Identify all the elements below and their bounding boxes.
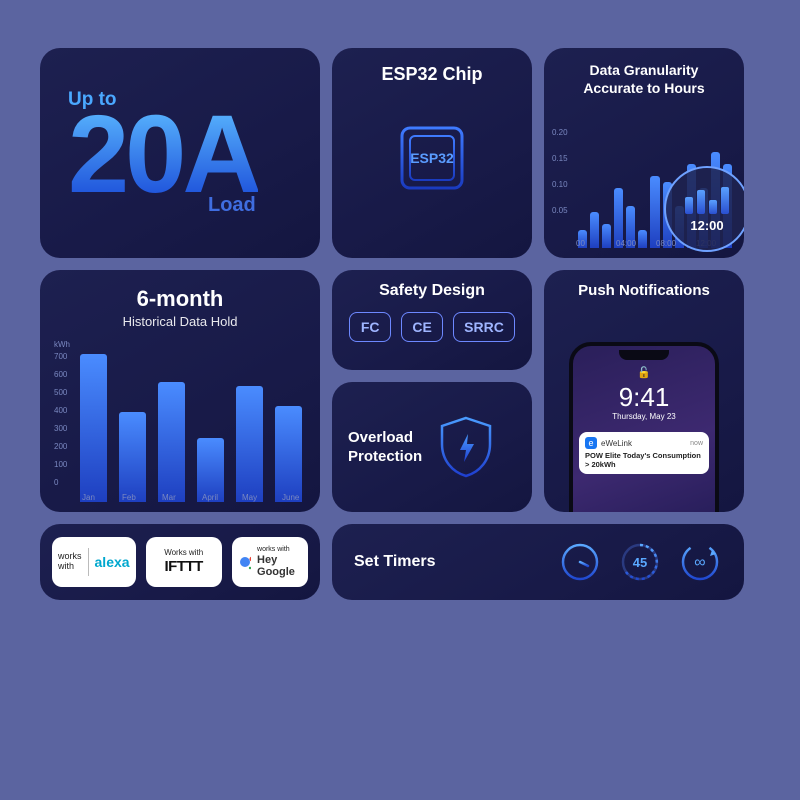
- gran-magnifier: 12:00: [664, 166, 744, 252]
- load-label: Load: [208, 194, 304, 217]
- gran-title: Data GranularityAccurate to Hours: [560, 62, 728, 97]
- phone-date: Thursday, May 23: [573, 412, 715, 421]
- lock-icon: 🔓: [637, 366, 651, 379]
- cert-ce: CE: [401, 312, 443, 342]
- ewelink-icon: e: [585, 437, 597, 449]
- chip-icon: ESP32: [348, 103, 516, 213]
- phone-clock: 9:41: [573, 382, 715, 413]
- google-assistant-icon: [238, 553, 251, 571]
- cert-row: FC CE SRRC: [342, 312, 522, 342]
- notif-when: now: [690, 440, 703, 447]
- hist-title: 6-month: [60, 286, 300, 312]
- card-granularity: Data GranularityAccurate to Hours 0.200.…: [544, 48, 744, 258]
- card-load: Up to 20A Load: [40, 48, 320, 258]
- safety-title: Safety Design: [342, 282, 522, 300]
- esp-title: ESP32 Chip: [348, 64, 516, 85]
- svg-text:45: 45: [633, 555, 647, 570]
- card-history: 6-month Historical Data Hold kWh 7006005…: [40, 270, 320, 512]
- push-title: Push Notifications: [554, 282, 734, 299]
- alexa-logo: alexa: [95, 554, 130, 570]
- hist-y-unit: kWh: [54, 340, 70, 349]
- notif-app: eWeLink: [601, 439, 632, 448]
- card-push: Push Notifications 🔓 9:41 Thursday, May …: [544, 270, 744, 512]
- mag-time: 12:00: [690, 218, 723, 233]
- cert-fc: FC: [349, 312, 391, 342]
- hist-subtitle: Historical Data Hold: [60, 314, 300, 329]
- hist-chart: kWh 7006005004003002001000 JanFebMarApri…: [54, 352, 306, 502]
- shield-icon: [436, 414, 496, 480]
- svg-text:ESP32: ESP32: [410, 150, 454, 166]
- badge-alexa: works with alexa: [52, 537, 136, 587]
- card-overload: OverloadProtection: [332, 382, 532, 512]
- badge-ifttt: Works with IFTTT: [146, 537, 222, 587]
- card-safety: Safety Design FC CE SRRC: [332, 270, 532, 370]
- notif-msg: POW Elite Today's Consumption > 20kWh: [585, 451, 703, 469]
- load-value: 20A: [68, 105, 258, 204]
- clock-icon: [558, 540, 602, 584]
- card-esp32: ESP32 Chip ESP32: [332, 48, 532, 258]
- timers-title: Set Timers: [354, 553, 436, 571]
- card-works-with: works with alexa Works with IFTTT works …: [40, 524, 320, 600]
- svg-text:∞: ∞: [694, 554, 705, 571]
- card-timers: Set Timers 45 ∞: [332, 524, 744, 600]
- countdown-icon: 45: [618, 540, 662, 584]
- phone-notification: e eWeLink now POW Elite Today's Consumpt…: [579, 432, 709, 474]
- badge-google: works with Hey Google: [232, 537, 308, 587]
- cert-srrc: SRRC: [453, 312, 515, 342]
- loop-icon: ∞: [678, 540, 722, 584]
- overload-text: OverloadProtection: [348, 428, 422, 467]
- phone-mockup: 🔓 9:41 Thursday, May 23 e eWeLink now PO…: [569, 342, 719, 512]
